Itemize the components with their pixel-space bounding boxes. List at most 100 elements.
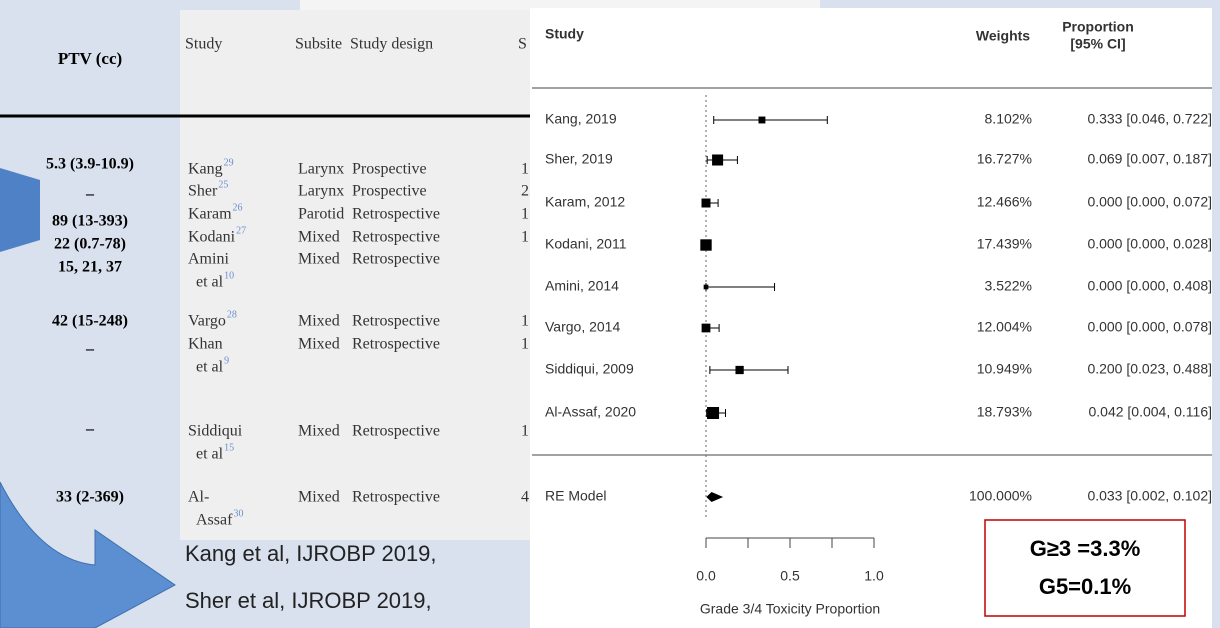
citation: Kang et al, IJROBP 2019,: [185, 541, 437, 566]
subsite: Mixed: [298, 489, 340, 506]
study-label: Karam, 2012: [545, 194, 625, 210]
subsite: Mixed: [298, 229, 340, 246]
table-header: Subsite: [295, 36, 342, 53]
callout-line: G5=0.1%: [1039, 574, 1131, 599]
reference: 27: [236, 225, 246, 236]
column-header: Weights: [976, 28, 1030, 44]
table-header: Study design: [350, 36, 433, 53]
ci-label: 0.000 [0.000, 0.078]: [1087, 319, 1212, 335]
callout-line: G≥3 =3.3%: [1030, 536, 1141, 561]
reference: 15: [224, 442, 234, 453]
reference: 26: [233, 202, 243, 213]
x-tick-label: 0.5: [780, 568, 800, 584]
study-name: Sher: [188, 183, 218, 200]
ptv-value: 15, 21, 37: [58, 259, 122, 276]
estimate-square: [712, 154, 724, 166]
weight-label: 3.522%: [985, 278, 1032, 294]
design: Retrospective: [352, 251, 440, 268]
reference: 25: [218, 179, 228, 190]
estimate-square: [707, 406, 720, 420]
study-name: Kodani: [188, 229, 236, 246]
design: Retrospective: [352, 313, 440, 330]
design: Prospective: [352, 183, 427, 200]
column-header: Study: [545, 26, 584, 42]
sample: 1: [521, 336, 529, 353]
sample: 1: [521, 229, 529, 246]
ci-label: 0.000 [0.000, 0.028]: [1087, 236, 1212, 252]
estimate-square: [700, 239, 712, 251]
study-label: Sher, 2019: [545, 151, 613, 167]
design: Retrospective: [352, 423, 440, 440]
table-header: Study: [185, 36, 222, 53]
arrow-left: [0, 168, 40, 252]
ptv-value: –: [85, 186, 95, 203]
study-name: Siddiqui: [188, 423, 243, 440]
weight-label: 8.102%: [985, 111, 1032, 127]
weight-label: 10.949%: [977, 361, 1032, 377]
ci-label: 0.069 [0.007, 0.187]: [1087, 151, 1212, 167]
sample: 1: [521, 313, 529, 330]
study-label: Amini, 2014: [545, 278, 619, 294]
estimate-square: [758, 116, 766, 124]
reference: 9: [224, 355, 229, 366]
study-name: et al: [196, 274, 224, 291]
study-name: Khan: [188, 336, 223, 353]
ci-label: 0.333 [0.046, 0.722]: [1087, 111, 1212, 127]
column-header: Proportion: [1062, 19, 1134, 35]
subsite: Larynx: [298, 183, 344, 200]
study-label: Al-Assaf, 2020: [545, 404, 636, 420]
ci-label: 0.000 [0.000, 0.408]: [1087, 278, 1212, 294]
ptv-value: –: [85, 421, 95, 438]
ptv-value: 5.3 (3.9-10.9): [46, 156, 134, 173]
ptv-value: 33 (2-369): [56, 489, 124, 506]
estimate-square: [701, 323, 711, 333]
study-name: Al-: [188, 489, 209, 506]
weight-label: 17.439%: [977, 236, 1032, 252]
column-header: [95% CI]: [1070, 36, 1125, 52]
table-header: S: [518, 36, 527, 53]
reference: 29: [224, 157, 234, 168]
study-name: Kang: [188, 161, 223, 178]
subsite: Mixed: [298, 423, 340, 440]
estimate-square: [703, 284, 709, 290]
x-axis-label: Grade 3/4 Toxicity Proportion: [700, 601, 880, 617]
summary-label: RE Model: [545, 488, 606, 504]
weight-label: 16.727%: [977, 151, 1032, 167]
weight-label: 12.004%: [977, 319, 1032, 335]
estimate-square: [701, 198, 711, 208]
design: Retrospective: [352, 489, 440, 506]
study-name: et al: [196, 359, 224, 376]
arrow-bottom: [0, 481, 176, 628]
x-tick-label: 0.0: [696, 568, 716, 584]
study-name: Vargo: [188, 313, 226, 330]
reference: 28: [227, 309, 237, 320]
design: Retrospective: [352, 229, 440, 246]
subsite: Larynx: [298, 161, 344, 178]
summary-weight: 100.000%: [969, 488, 1032, 504]
sample: 1: [521, 423, 529, 440]
weight-label: 12.466%: [977, 194, 1032, 210]
study-label: Siddiqui, 2009: [545, 361, 634, 377]
ptv-value: 89 (13-393): [52, 213, 128, 230]
study-name: et al: [196, 446, 224, 463]
study-label: Kodani, 2011: [545, 236, 627, 252]
design: Retrospective: [352, 206, 440, 223]
table-image: [180, 10, 540, 540]
ci-label: 0.000 [0.000, 0.072]: [1087, 194, 1212, 210]
reference: 10: [224, 270, 234, 281]
summary-ci: 0.033 [0.002, 0.102]: [1087, 488, 1212, 504]
x-tick-label: 1.0: [864, 568, 884, 584]
design: Retrospective: [352, 336, 440, 353]
study-name: Assaf: [196, 512, 233, 529]
estimate-square: [735, 365, 744, 375]
ptv-header: PTV (cc): [58, 49, 122, 68]
design: Prospective: [352, 161, 427, 178]
ci-label: 0.200 [0.023, 0.488]: [1087, 361, 1212, 377]
study-name: Amini: [188, 251, 229, 268]
weight-label: 18.793%: [977, 404, 1032, 420]
sample: 2: [521, 183, 529, 200]
sample: 1: [521, 161, 529, 178]
sample: 4: [521, 489, 529, 506]
study-label: Kang, 2019: [545, 111, 617, 127]
